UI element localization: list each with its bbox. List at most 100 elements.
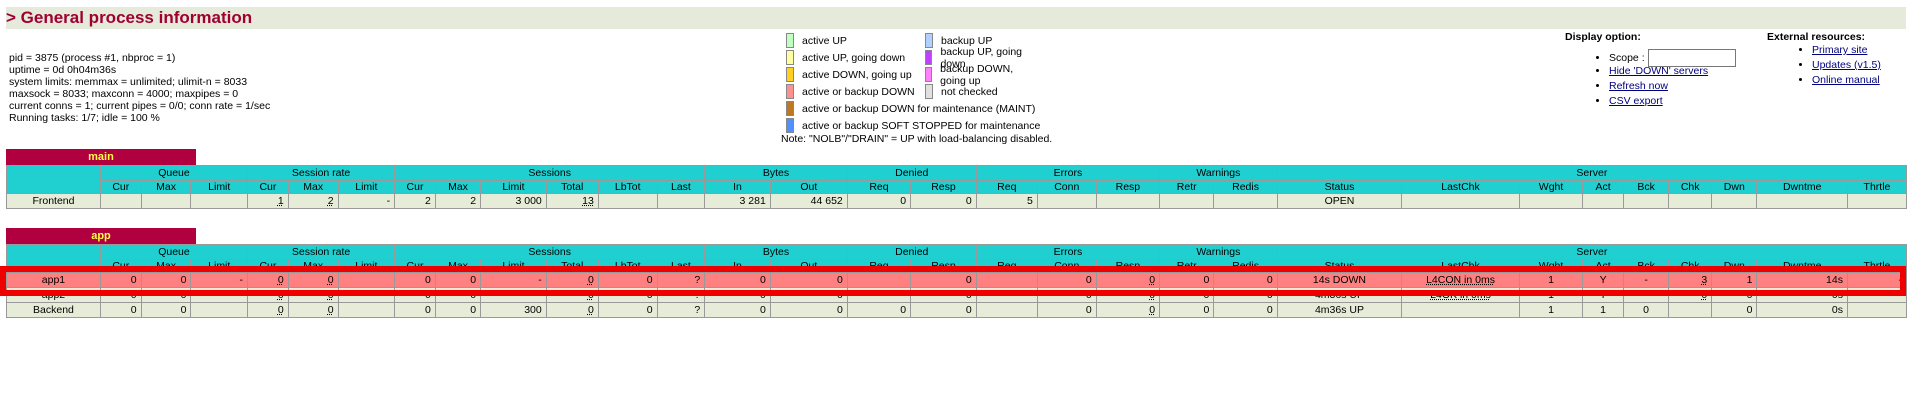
refresh-link[interactable]: Refresh now (1609, 80, 1668, 92)
table-cell: 0 (704, 287, 771, 303)
table-cell (846, 287, 912, 303)
table-cell: 0 (140, 272, 192, 288)
table-cell: 1 (1582, 302, 1624, 318)
external-resources: External resources: Primary site Updates… (1767, 31, 1881, 88)
legend-item: active UP, going down (786, 49, 1040, 66)
info-tasks: Running tasks: 1/7; idle = 100 % (9, 112, 160, 124)
table-cell: - (480, 272, 547, 288)
column-header: Limit (480, 259, 547, 273)
backend-row[interactable]: Backend 0 0 0 0 0 0 300 0 0? 0 0 0 0 0 0 0 0 4m36s UP 1 1 0 0 0… (6, 302, 1908, 318)
hide-down-link[interactable]: Hide 'DOWN' servers (1609, 65, 1709, 77)
table-cell: 1 (1711, 272, 1758, 288)
column-header: Req (846, 180, 912, 194)
title-bar (6, 7, 1906, 29)
table-cell: ? (656, 272, 706, 288)
table-cell (1401, 193, 1520, 209)
table-cell: 0 (99, 287, 142, 303)
table-cell: 0 (910, 302, 977, 318)
csv-export-link[interactable]: CSV export (1609, 95, 1663, 107)
proxy-label-main[interactable]: main (6, 149, 196, 165)
table-cell: 0 (1095, 302, 1161, 318)
updates-link[interactable]: Updates (v1.5) (1812, 59, 1881, 71)
table-cell: 0 (394, 302, 436, 318)
table-cell: 0 (1159, 302, 1215, 318)
table-cell: 0 (287, 272, 339, 288)
table-cell: 4m36s UP (1276, 302, 1403, 318)
column-header: Limit (337, 259, 396, 273)
table-cell: 0 (434, 272, 482, 288)
legend-item: backup UP (925, 32, 1040, 49)
column-header: In (704, 180, 771, 194)
external-resources-title: External resources: (1767, 31, 1866, 43)
column-header: Max (140, 180, 192, 194)
table-cell: 0 (99, 302, 142, 318)
table-cell: 0 (1095, 287, 1161, 303)
table-cell: 0 (247, 302, 289, 318)
table-cell: - (337, 193, 396, 209)
column-header: Dwn (1711, 180, 1758, 194)
table-cell: 0 (597, 287, 658, 303)
table-cell (190, 302, 249, 318)
legend-swatch (786, 84, 794, 99)
info-uptime: uptime = 0d 0h04m36s (9, 64, 117, 76)
table-cell: 1 (1518, 302, 1584, 318)
table-cell (1582, 193, 1624, 209)
legend-label: active or backup DOWN (802, 85, 915, 98)
column-header: Req (846, 259, 912, 273)
proxy-label-app[interactable]: app (6, 228, 196, 244)
table-cell: 300 (480, 302, 547, 318)
column-group-header: Denied (846, 244, 977, 260)
column-group-header: Session rate (247, 244, 396, 260)
legend-label: active UP (802, 34, 847, 47)
table-cell (99, 193, 142, 209)
table-cell: 2 (434, 193, 482, 209)
legend-label: active UP, going down (802, 51, 906, 64)
scope-input[interactable] (1647, 49, 1736, 67)
table-cell: 0 (597, 302, 658, 318)
row-name[interactable]: app1 (6, 272, 101, 288)
column-group-header: Sessions (394, 244, 706, 260)
column-header: Total (545, 180, 599, 194)
primary-site-link[interactable]: Primary site (1812, 44, 1868, 56)
legend-label: not checked (941, 85, 998, 98)
table-cell (975, 302, 1038, 318)
column-header: Wght (1518, 259, 1584, 273)
table-cell: L4CON in 0ms (1401, 272, 1520, 288)
column-header: Retr (1159, 180, 1215, 194)
row-name[interactable]: app2 (6, 287, 101, 303)
frontend-row[interactable]: Frontend 1 2-2 2 3 000 13 3 281 44 652 0 0 5 OPEN (6, 193, 1908, 209)
column-header: Bck (1622, 180, 1670, 194)
header-blank (6, 165, 101, 194)
table-cell: - (190, 287, 249, 303)
column-group-header: Errors (975, 165, 1161, 181)
row-name[interactable]: Frontend (6, 193, 101, 209)
column-header: Act (1582, 259, 1624, 273)
legend-item: active or backup SOFT STOPPED for mainte… (786, 117, 1040, 134)
legend-swatch (786, 101, 794, 116)
column-header: Bck (1622, 259, 1670, 273)
legend-swatch (786, 118, 794, 133)
table-cell: 0 (287, 302, 339, 318)
legend-label: backup DOWN, going up (940, 62, 1014, 87)
server-row-app1[interactable]: app1 0 0-0 0 0 0-0 0? 0 0 0 0 0 0 0 14s DOWN L4CON in 0… (6, 272, 1908, 288)
table-cell: 0 (910, 287, 977, 303)
table-cell (1213, 193, 1278, 209)
table-cell: 0 (1036, 287, 1097, 303)
row-name[interactable]: Backend (6, 302, 101, 318)
column-header: Cur (99, 180, 142, 194)
table-cell: ? (656, 302, 706, 318)
table-cell: 0 (1036, 272, 1097, 288)
manual-link[interactable]: Online manual (1812, 74, 1880, 86)
legend-swatch (786, 33, 794, 48)
legend-swatch (925, 67, 933, 82)
table-cell: OPEN (1276, 193, 1403, 209)
table-cell: Y (1582, 272, 1624, 288)
table-cell: 0 (1159, 272, 1215, 288)
table-cell: 0 (1622, 302, 1670, 318)
column-group-header: Bytes (704, 244, 848, 260)
table-cell (656, 193, 706, 209)
column-header: Total (545, 259, 599, 273)
server-row-app2[interactable]: app2 0 0-0 0 0 0-0 0? 0 0 0 0 0 0 0 4m36s UP L4OK in 0m… (6, 287, 1908, 303)
table-cell: 3 281 (704, 193, 771, 209)
column-group-header: Queue (99, 244, 249, 260)
